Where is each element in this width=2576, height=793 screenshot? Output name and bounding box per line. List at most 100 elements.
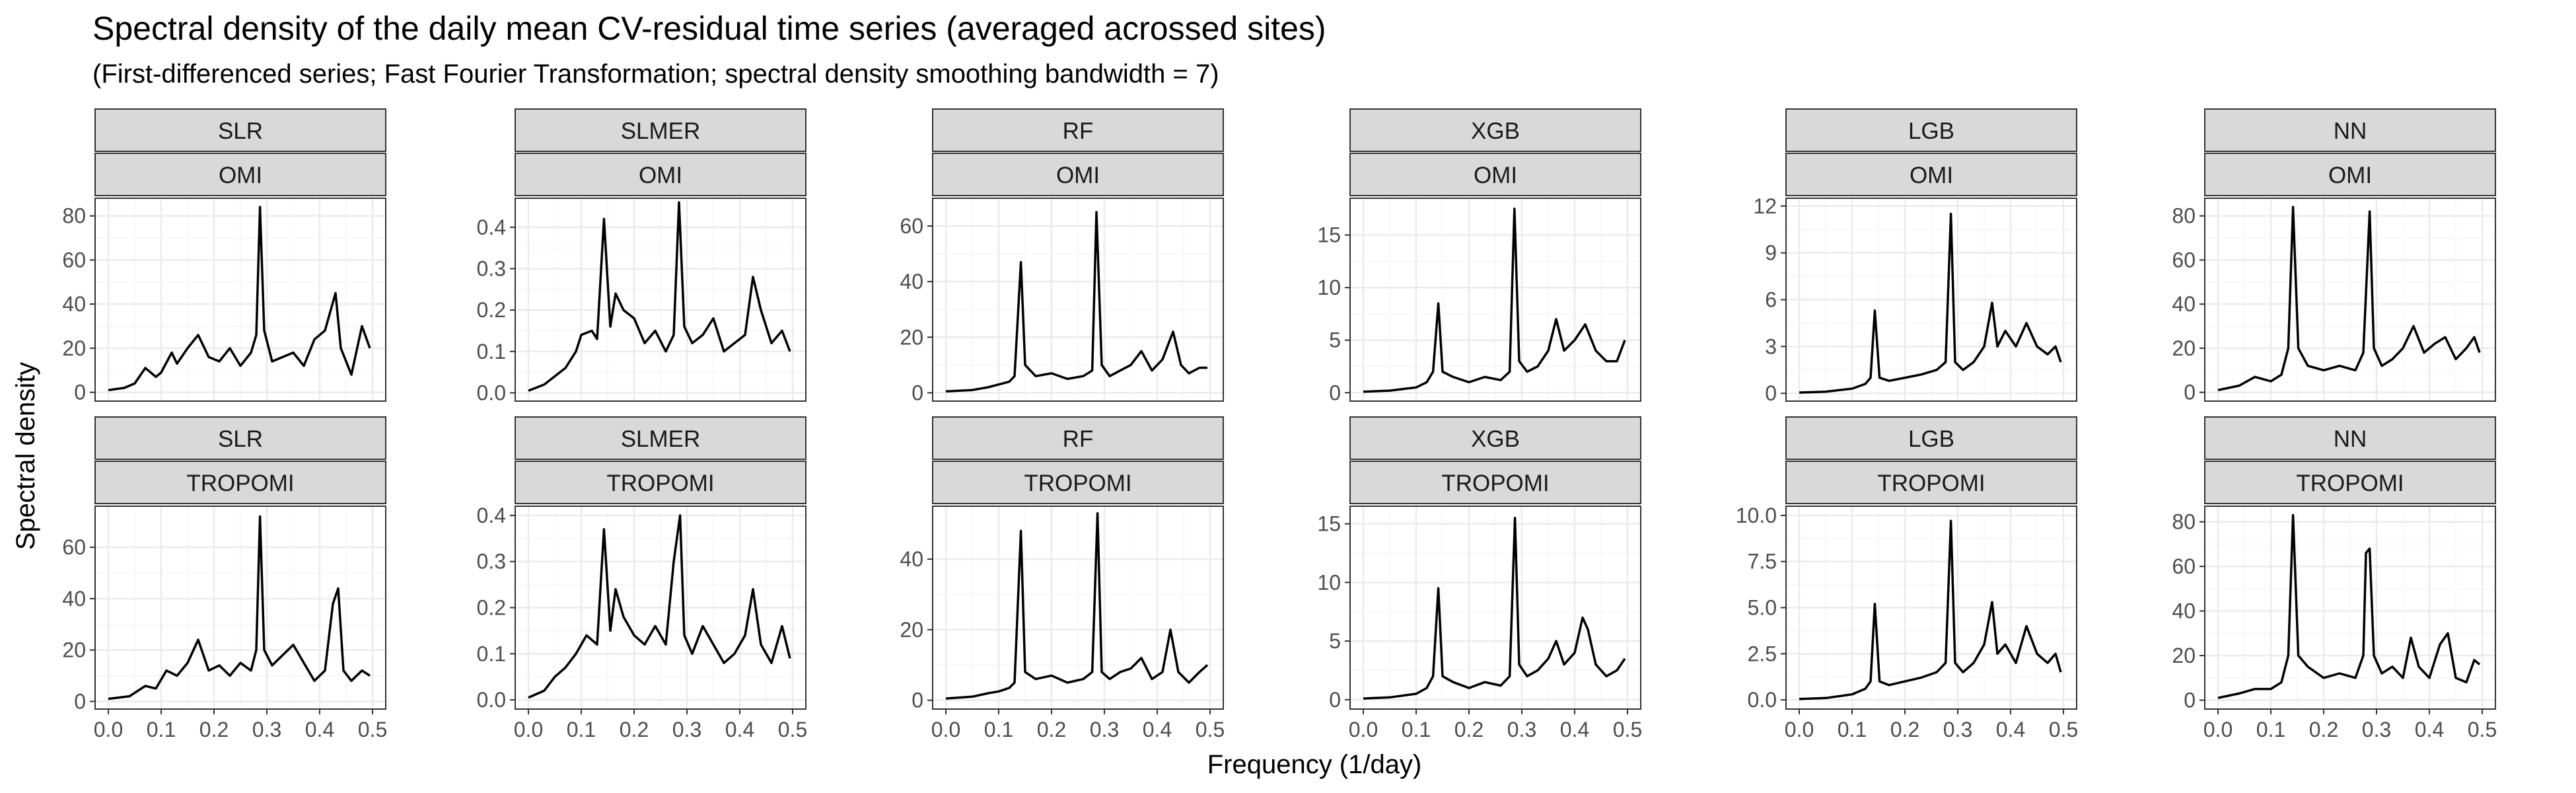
facet-panel-nn-omi: NN OMI 0 20 40 60 80 — [2172, 108, 2496, 404]
facet-strip-product — [515, 153, 806, 196]
series-line-slmer-omi — [528, 201, 791, 392]
y-tick-label: 10 — [1317, 570, 1341, 594]
facet-strip-model — [1785, 416, 2077, 460]
facet-strip-model-label: SLMER — [621, 426, 701, 452]
y-tick-label: 60 — [62, 248, 86, 272]
y-tick-label: 15 — [1317, 512, 1341, 536]
x-tick-label: 0.4 — [305, 718, 334, 741]
facet-strip-model — [1349, 108, 1641, 152]
y-tick-label: 0.2 — [477, 596, 506, 620]
panel-border — [515, 506, 806, 710]
facet-strip-product-label: TROPOMI — [606, 471, 714, 496]
facet-strip-model-label: XGB — [1471, 118, 1520, 144]
facet-panel-slr-tropomi: SLR TROPOMI 0.0 0.1 0.2 0.3 0.4 0.5 0 20 40 60 — [62, 416, 387, 741]
facet-strip-model — [1349, 416, 1641, 460]
facet-strip-model — [1785, 108, 2077, 152]
facet-panel-nn-tropomi: NN TROPOMI 0.0 0.1 0.2 0.3 0.4 0.5 0 20 40 60 80 — [2172, 416, 2497, 741]
facet-panel-slmer-omi: SLMER OMI 0.0 0.1 0.2 0.3 0.4 — [477, 108, 806, 404]
x-tick-label: 0.1 — [567, 718, 596, 741]
y-tick-label: 0.3 — [477, 257, 506, 281]
y-tick-label: 40 — [2172, 292, 2196, 316]
facet-strip-product — [932, 461, 1224, 504]
x-tick-label: 0.2 — [1890, 718, 1919, 741]
facet-strip-product — [1785, 461, 2077, 504]
facet-panel-slr-omi: SLR OMI 0 20 40 60 80 — [62, 108, 386, 404]
facet-strip-model — [94, 416, 386, 460]
facet-panel-slmer-tropomi: SLMER TROPOMI 0.0 0.1 0.2 0.3 0.4 0.5 0.0 0.1 0.2 0… — [477, 416, 807, 741]
series-line-rf-omi — [945, 211, 1207, 393]
x-tick-label: 0.3 — [252, 718, 281, 741]
y-tick-label: 20 — [900, 618, 923, 642]
y-tick-label: 0.2 — [477, 298, 506, 322]
facet-strip-product — [1785, 153, 2077, 196]
y-tick-label: 40 — [2172, 599, 2196, 623]
y-tick-label: 40 — [900, 547, 923, 571]
x-tick-label: 0.4 — [1560, 718, 1589, 741]
x-tick-label: 0.0 — [2203, 718, 2233, 741]
facet-strip-product-label: TROPOMI — [186, 471, 294, 496]
chart-subtitle: (First-differenced series; Fast Fourier … — [92, 59, 1219, 89]
y-tick-label: 15 — [1317, 223, 1341, 247]
facet-strip-model-label: LGB — [1908, 426, 1954, 452]
y-tick-label: 10 — [1317, 276, 1341, 299]
y-tick-label: 0.1 — [477, 642, 506, 665]
x-tick-label: 0.1 — [984, 718, 1013, 741]
x-tick-label: 0.0 — [931, 718, 960, 741]
facet-panel-xgb-omi: XGB OMI 0 5 10 15 — [1317, 108, 1641, 404]
panel-border — [1349, 198, 1641, 402]
x-tick-label: 0.2 — [620, 718, 649, 741]
facet-strip-product — [1349, 153, 1641, 196]
facet-strip-product-label: TROPOMI — [1877, 471, 1985, 496]
x-tick-label: 0.5 — [2049, 718, 2078, 741]
facet-strip-model — [932, 108, 1224, 152]
facet-strip-model — [515, 416, 806, 460]
panel-border — [2204, 506, 2496, 710]
x-tick-label: 0.1 — [1838, 718, 1867, 741]
chart-title: Spectral density of the daily mean CV-re… — [92, 10, 1326, 47]
y-tick-label: 5.0 — [1748, 596, 1777, 620]
y-tick-label: 0 — [1765, 381, 1777, 405]
x-tick-label: 0.5 — [358, 718, 387, 741]
y-tick-label: 80 — [2172, 510, 2196, 534]
x-tick-label: 0.4 — [2415, 718, 2444, 741]
facet-strip-model-label: NN — [2334, 118, 2367, 144]
facet-panels: SLROMI020406080SLMEROMI0.00.10.20.30.4RF… — [62, 108, 2497, 741]
panel-border — [1785, 198, 2077, 402]
x-tick-label: 0.5 — [2468, 718, 2497, 741]
facet-strip-product — [932, 153, 1224, 196]
y-tick-label: 60 — [62, 535, 86, 559]
y-tick-label: 0.4 — [477, 504, 506, 527]
facet-panel-xgb-tropomi: XGB TROPOMI 0.0 0.1 0.2 0.3 0.4 0.5 0 5 10 15 — [1317, 416, 1642, 741]
y-tick-label: 5 — [1329, 328, 1341, 352]
y-tick-label: 0 — [2184, 689, 2196, 712]
y-tick-label: 80 — [62, 204, 86, 228]
y-axis-label: Spectral density — [11, 362, 40, 550]
x-tick-label: 0.1 — [1402, 718, 1431, 741]
facet-strip-product — [2204, 461, 2496, 504]
facet-strip-model-label: SLR — [218, 118, 263, 144]
y-tick-label: 10.0 — [1736, 504, 1777, 527]
y-tick-label: 5 — [1329, 629, 1341, 653]
x-tick-label: 0.4 — [1143, 718, 1172, 741]
facet-strip-product — [94, 461, 386, 504]
y-tick-label: 0.0 — [477, 688, 506, 712]
y-tick-label: 80 — [2172, 204, 2196, 228]
facet-strip-model-label: XGB — [1471, 426, 1520, 452]
facet-strip-product — [1349, 461, 1641, 504]
x-tick-label: 0.1 — [147, 718, 176, 741]
y-tick-label: 0 — [912, 381, 923, 404]
y-tick-label: 0 — [1329, 381, 1341, 404]
x-tick-label: 0.3 — [1943, 718, 1972, 741]
y-tick-label: 12 — [1753, 194, 1777, 218]
panel-border — [94, 198, 386, 402]
facet-strip-product-label: OMI — [1056, 163, 1100, 188]
facet-strip-model — [94, 108, 386, 152]
facet-strip-product — [515, 461, 806, 504]
facet-strip-product — [2204, 153, 2496, 196]
y-tick-label: 60 — [2172, 554, 2196, 578]
series-line-lgb-omi — [1799, 212, 2062, 394]
y-tick-label: 20 — [2172, 644, 2196, 667]
series-line-nn-tropomi — [2217, 513, 2481, 699]
facet-strip-product-label: TROPOMI — [1024, 471, 1131, 496]
series-line-slr-tropomi — [108, 515, 371, 700]
